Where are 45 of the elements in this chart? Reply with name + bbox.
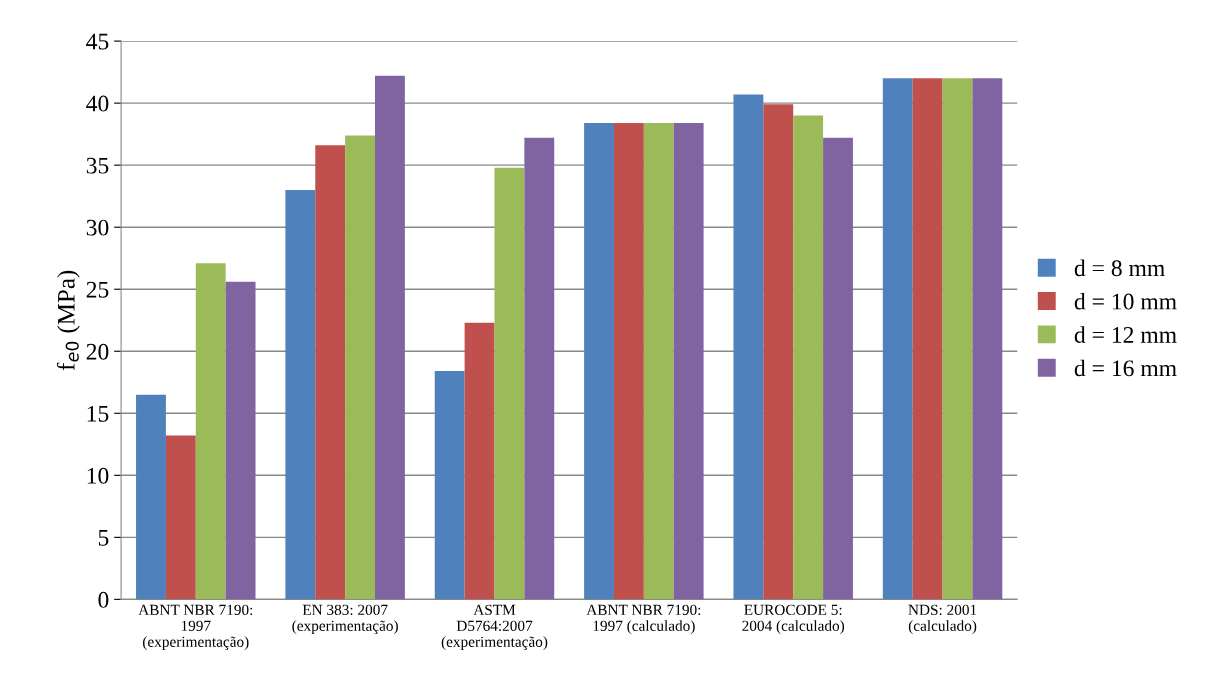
- x-tick-label: NDS: 2001 (calculado): [908, 604, 977, 635]
- y-tick-label: 30: [86, 219, 109, 236]
- x-tick-label: ABNT NBR 7190: 1997 (experimentação): [138, 604, 253, 651]
- bar: [733, 94, 764, 600]
- bar: [643, 122, 674, 600]
- bar: [494, 167, 525, 600]
- bar: [942, 78, 973, 600]
- bar: [375, 75, 405, 600]
- bar: [793, 115, 824, 600]
- y-tick-label: 45: [86, 33, 109, 50]
- bar: [763, 104, 794, 600]
- bar: [285, 189, 316, 600]
- x-tick-label: EUROCODE 5: 2004 (calculado): [742, 604, 845, 635]
- legend-label: d = 8 mm: [1074, 259, 1165, 277]
- bar: [136, 394, 166, 600]
- bar: [225, 281, 256, 600]
- y-tick-label: 0: [98, 591, 109, 608]
- y-tick-label: 15: [87, 405, 109, 422]
- bar: [345, 135, 376, 600]
- legend-label: d = 10 mm: [1074, 292, 1177, 310]
- bar: [434, 371, 465, 600]
- bar: [823, 137, 853, 600]
- y-tick-label: 25: [86, 281, 109, 298]
- legend-label: d = 16 mm: [1074, 359, 1177, 377]
- bar: [673, 122, 704, 600]
- y-tick-label: 5: [98, 530, 109, 546]
- bar: [165, 435, 196, 600]
- legend-label: d = 12 mm: [1074, 326, 1177, 343]
- bar: [584, 122, 614, 600]
- y-axis-title: f$_{e0}$ (MPa): [56, 270, 80, 371]
- bar: [315, 145, 346, 600]
- y-tick-label: 40: [86, 95, 109, 112]
- bar: [464, 322, 495, 600]
- x-tick-label: EN 383: 2007 (experimentação): [292, 604, 398, 635]
- bar: [195, 263, 226, 600]
- x-tick-label: ASTM D5764:2007 (experimentação): [441, 604, 548, 651]
- bar: [912, 78, 943, 600]
- bar: [972, 78, 1003, 600]
- y-tick-label: 20: [86, 343, 109, 360]
- x-tick-label: ABNT NBR 7190: 1997 (calculado): [586, 604, 701, 635]
- y-tick-label: 10: [87, 467, 109, 484]
- y-tick-label: 35: [86, 157, 109, 174]
- bar: [524, 137, 555, 600]
- bar: [613, 122, 644, 600]
- bar: [882, 78, 913, 600]
